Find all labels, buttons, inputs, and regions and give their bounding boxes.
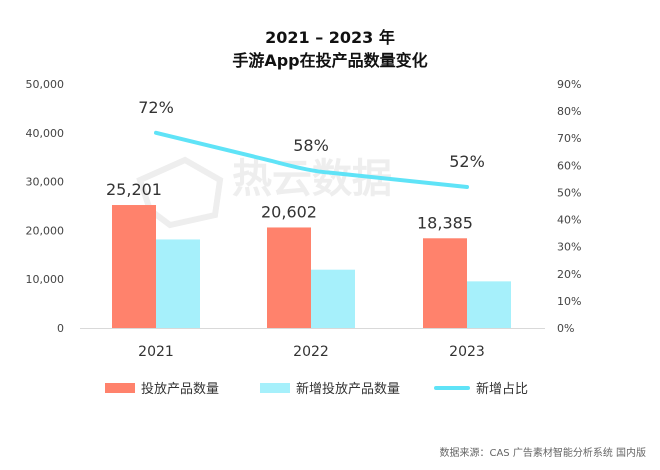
legend-item-series2: 新增投放产品数量 [260,378,400,397]
bar-series2 [156,239,200,328]
y-left-tick-label: 40,000 [26,127,65,140]
line-data-label: 72% [138,98,174,117]
bar-series2 [311,269,355,328]
legend-swatch [105,382,135,393]
legend-swatch [434,385,470,390]
legend: 投放产品数量 新增投放产品数量 新增占比 [0,378,660,398]
y-left-tick-label: 0 [57,322,64,335]
legend-item-series1: 投放产品数量 [105,378,219,397]
y-left-tick-label: 10,000 [26,273,65,286]
y-right-tick-label: 20% [557,268,581,281]
legend-label: 新增占比 [476,382,529,397]
bar-series1 [112,205,156,328]
y-left-tick-label: 30,000 [26,176,65,189]
bar-series1 [267,227,311,328]
y-right-tick-label: 60% [557,159,581,172]
y-right-tick-label: 0% [557,322,574,335]
legend-label: 新增投放产品数量 [296,382,401,397]
source-note: 数据来源：CAS 广告素材智能分析系统 国内版 [439,448,646,459]
y-right-tick-label: 10% [557,295,581,308]
legend-swatch [260,382,290,393]
line-data-label: 58% [293,136,329,155]
bar-data-label: 25,201 [106,180,162,199]
y-left-tick-label: 20,000 [26,224,65,237]
bar-series1 [423,238,467,328]
bar-data-label: 18,385 [417,213,473,232]
legend-label: 投放产品数量 [141,382,220,397]
bar-data-label: 20,602 [261,202,317,221]
line-series-path [154,130,469,190]
x-tick-label: 2021 [138,344,174,360]
line-data-label: 52% [449,152,485,171]
y-right-tick-label: 30% [557,241,581,254]
y-right-tick-label: 50% [557,186,581,199]
y-right-tick-label: 80% [557,105,581,118]
legend-item-series3: 新增占比 [434,378,528,397]
watermark: 热云数据 [232,156,392,202]
chart-title-line2: 手游App在投产品数量变化 [232,51,428,70]
bar-series2 [467,281,511,328]
chart-title-line1: 2021 – 2023 年 [265,28,395,47]
x-tick-label: 2023 [449,344,485,360]
x-tick-label: 2022 [293,344,329,360]
y-right-tick-label: 40% [557,214,581,227]
y-left-tick-label: 50,000 [26,78,65,91]
y-right-tick-label: 90% [557,78,581,91]
y-right-tick-label: 70% [557,132,581,145]
